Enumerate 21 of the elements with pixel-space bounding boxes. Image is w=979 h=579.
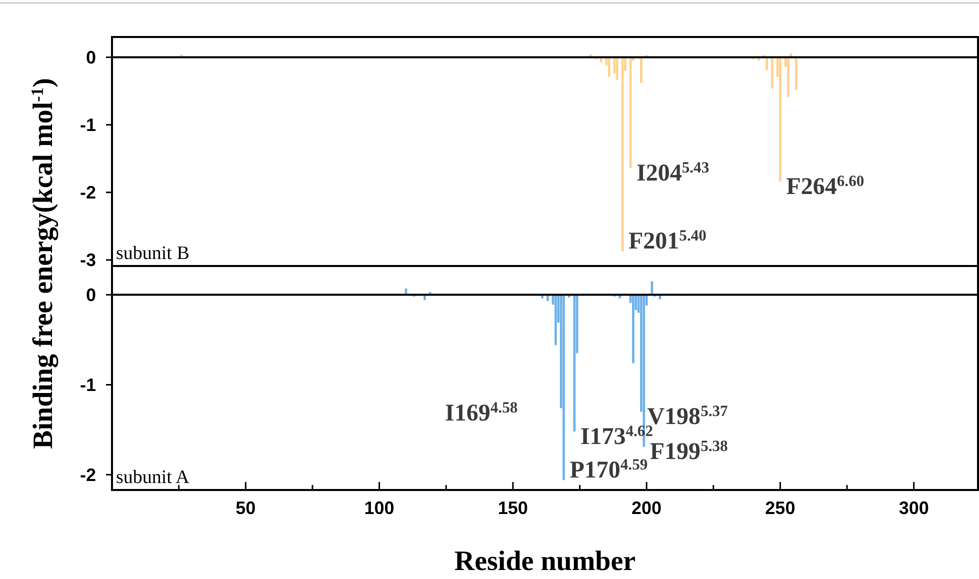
x-tick-label: 300	[898, 498, 929, 518]
x-tick-label: 100	[364, 498, 394, 518]
x-tick-label: 250	[765, 498, 796, 518]
annotation: P170$^{4.59}$	[570, 456, 648, 484]
y-tick-label: -2	[80, 182, 96, 203]
y-tick-label: 0	[86, 48, 96, 68]
y-tick-label: 0	[86, 285, 96, 306]
annotation: subunit A	[116, 467, 190, 488]
y-tick-label: -2	[80, 465, 96, 486]
annotation: F264$^{6.60}$	[786, 172, 864, 200]
y-tick-label: -1	[80, 115, 96, 136]
x-tick-label: 50	[236, 498, 256, 518]
x-tick-label: 150	[498, 498, 528, 518]
annotation: F201$^{5.40}$	[628, 227, 707, 255]
annotation: I204$^{5.43}$	[636, 158, 710, 186]
annotation: I169$^{4.58}$	[445, 399, 518, 427]
annotation: subunit B	[116, 243, 190, 264]
x-axis-title: Reside number	[454, 546, 636, 577]
y-tick-label: -1	[80, 375, 96, 396]
x-tick-label: 200	[632, 498, 662, 518]
y-tick-label: -3	[80, 250, 96, 270]
